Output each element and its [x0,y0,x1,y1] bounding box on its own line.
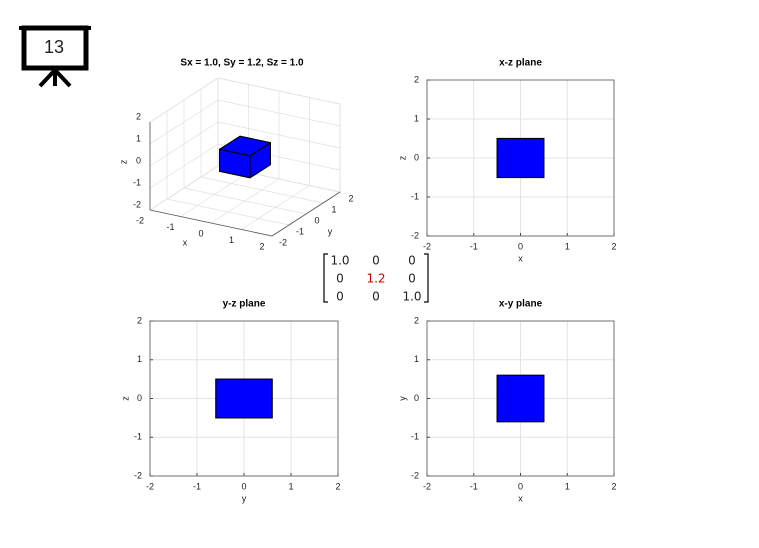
y-tick-label: 2 [137,315,142,325]
slide-number: 13 [44,37,64,57]
y-tick-label: -2 [411,230,419,240]
x-tick-label: 2 [611,241,616,251]
x-tick-label: 2 [335,481,340,491]
matrix-cell: 1.0 [330,254,349,268]
z-tick-label: 2 [136,111,141,121]
cube-face [219,135,272,157]
x-tick-label: 1 [288,481,293,491]
matrix-cell: 0 [336,272,344,286]
x-tick-label: 2 [259,241,264,251]
slide-number-icon: 13 [19,25,91,88]
chart-title: y-z plane [223,299,266,310]
grid-line [217,99,341,127]
y-tick-label: 1 [414,354,419,364]
grid-line [200,176,324,204]
x-tick-label: -1 [166,222,174,232]
x-tick-label: -1 [193,481,201,491]
y-tick-label: -1 [296,226,304,236]
chart-title: x-y plane [499,299,543,310]
x-axis-label: x [518,253,523,263]
matrix-cell: 0 [408,254,416,268]
y-tick-label: -1 [134,432,142,442]
y-tick-label: 1 [331,204,336,214]
x-tick-label: -1 [470,481,478,491]
grid-line [166,198,290,226]
x-tick-label: 0 [241,481,246,491]
x-tick-label: 0 [198,228,203,238]
y-tick-label: -2 [279,237,287,247]
x-tick-label: 2 [611,481,616,491]
grid-line [149,143,219,189]
x-tick-label: -2 [423,241,431,251]
y-tick-label: 0 [314,215,319,225]
grid-line [217,77,341,105]
x-tick-label: 1 [565,241,570,251]
grid-line [149,99,219,145]
y-tick-label: 1 [137,354,142,364]
x-axis-label: x [183,237,188,247]
x-tick-label: -2 [423,481,431,491]
matrix-cell: 0 [408,272,416,286]
grid-line [149,165,219,211]
y-tick-label: -1 [411,191,419,201]
x-tick-label: 0 [518,241,523,251]
y-tick-label: 1 [414,113,419,123]
axis-line [271,191,341,237]
matrix: 1.0 0 0 0 1.2 0 0 0 1.0 [323,253,429,304]
axis-line [149,209,273,237]
y-axis-label: z [397,155,407,160]
y-tick-label: 2 [414,315,419,325]
z-tick-label: -1 [133,177,141,187]
shape-rect [496,137,545,179]
x-tick-label: -2 [136,215,144,225]
shape-rect [215,378,273,419]
chart-title: x-z plane [499,58,542,69]
y-tick-label: 0 [414,152,419,162]
x-tick-label: -1 [470,241,478,251]
matrix-cell: 1.0 [402,290,421,304]
x-axis-label: x [518,493,523,503]
x-tick-label: 1 [565,481,570,491]
y-axis-label: z [120,396,130,401]
matrix-cell: 1.2 [366,272,385,286]
grid-line [149,121,219,167]
y-tick-label: 2 [414,74,419,84]
y-tick-label: 0 [137,393,142,403]
grid-line [149,77,219,123]
y-tick-label: -1 [411,432,419,442]
x-tick-label: 1 [229,235,234,245]
matrix-cell: 0 [372,290,380,304]
axes-frame [426,320,615,477]
z-tick-label: 0 [136,155,141,165]
x-tick-label: 0 [518,481,523,491]
y-tick-label: -2 [134,470,142,480]
y-tick-label: 2 [348,193,353,203]
y-tick-label: -2 [411,470,419,480]
z-tick-label: -2 [133,199,141,209]
z-tick-label: 1 [136,133,141,143]
axes-frame [426,79,615,237]
matrix-cell: 0 [372,254,380,268]
z-axis-label: z [118,159,128,164]
y-tick-label: 0 [414,393,419,403]
x-tick-label: -2 [146,481,154,491]
y-axis-label: y [328,226,333,236]
y-axis-label: y [397,396,407,401]
matrix-cell: 0 [336,290,344,304]
chart-title: Sx = 1.0, Sy = 1.2, Sz = 1.0 [180,58,304,69]
axes-frame [149,320,339,477]
x-axis-label: y [242,493,247,503]
grid-line [217,121,341,149]
shape-rect [496,374,545,423]
grid-line [183,187,307,215]
